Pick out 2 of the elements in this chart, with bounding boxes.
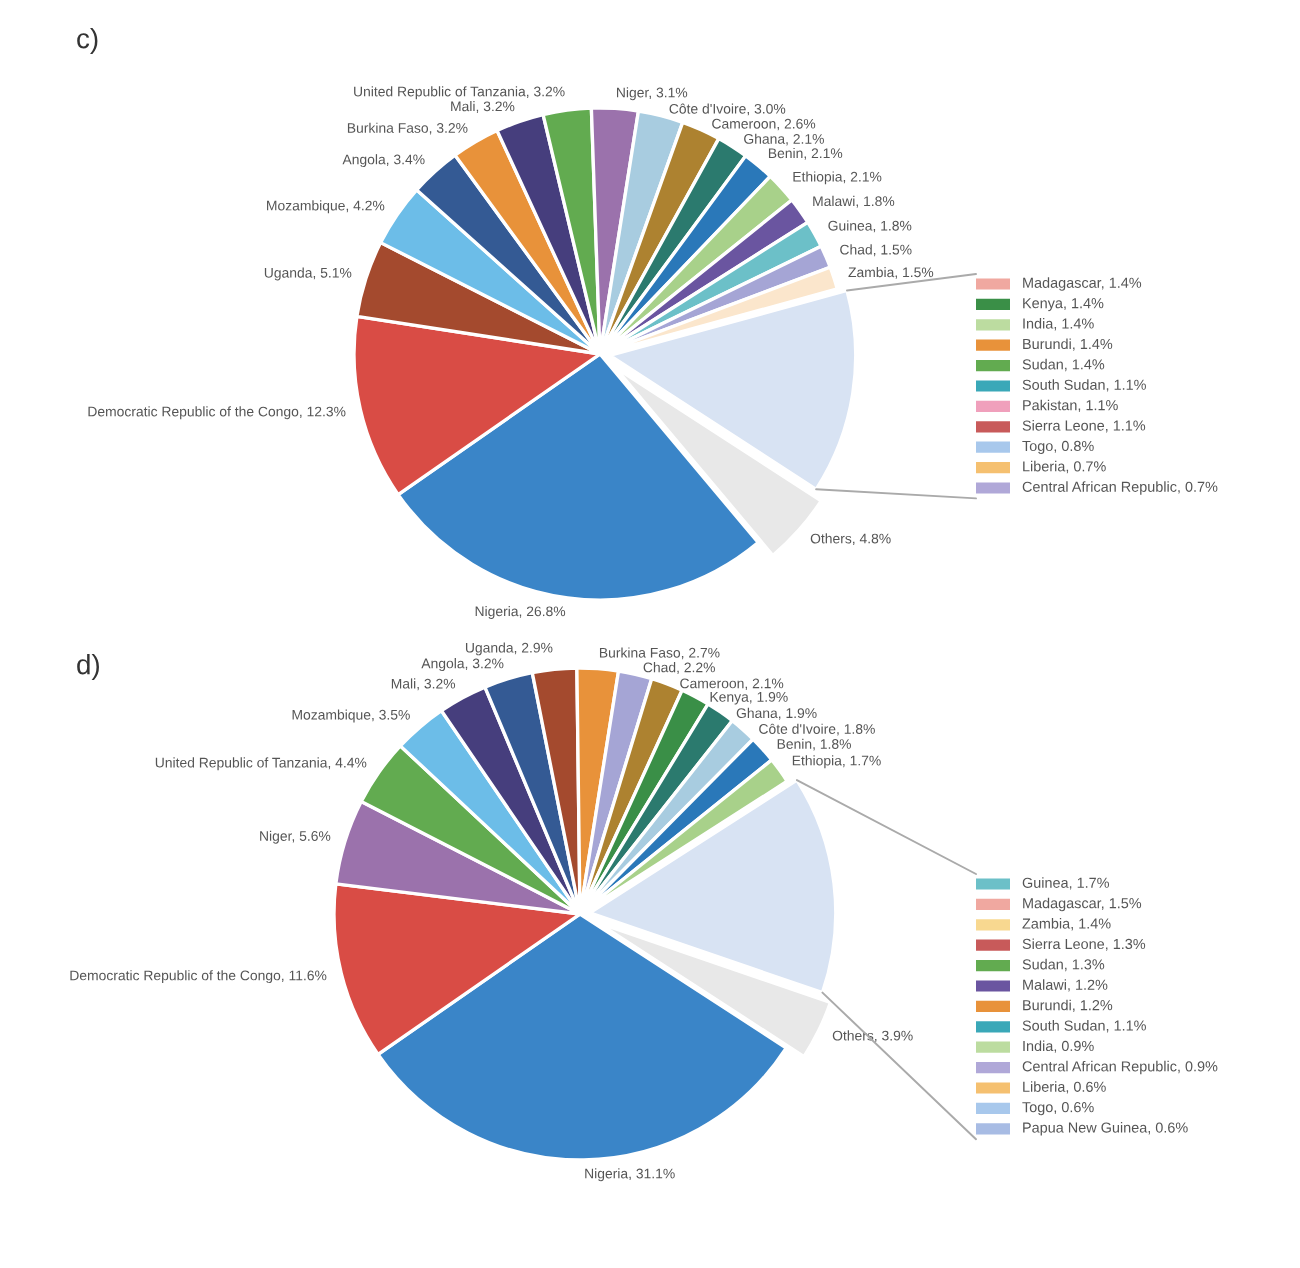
chart-title: c) — [77, 28, 98, 54]
chart-title: d) — [77, 654, 99, 680]
